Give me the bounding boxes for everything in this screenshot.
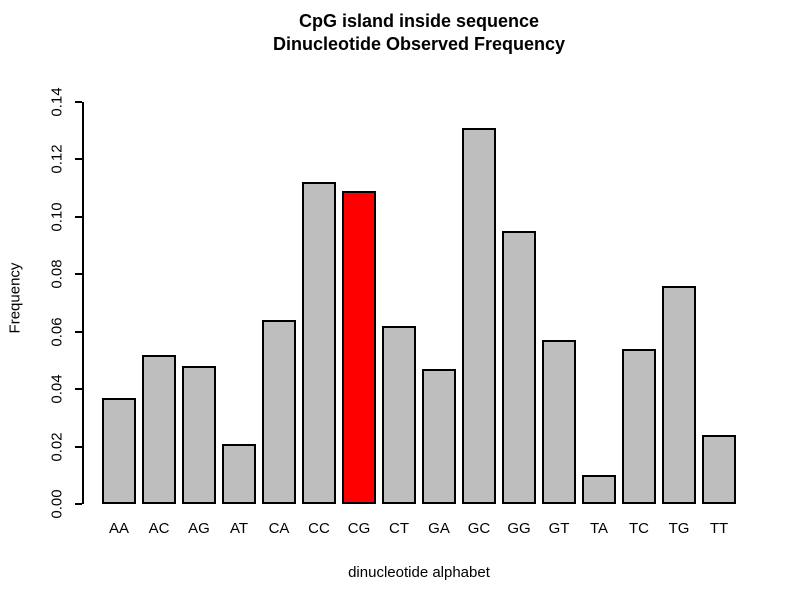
x-tick-label-CG: CG [347, 520, 371, 537]
y-tick-mark-0.04 [75, 388, 82, 391]
bar-CA [262, 320, 296, 504]
chart-title-line2: Dinucleotide Observed Frequency [272, 34, 566, 54]
plot-area: 0.00 0.02 0.04 0.06 0.08 0.10 0.12 0.14 AA AC AG A… [49, 87, 754, 537]
bar-GC [462, 127, 496, 504]
y-tick-mark-0.06 [75, 330, 82, 333]
x-tick-label-TT: TT [709, 520, 729, 537]
x-tick-label-AA: AA [108, 520, 129, 537]
y-axis-line [82, 102, 84, 504]
y-tick-label-0.02: 0.02 [48, 431, 66, 462]
y-tick-mark-0.02 [75, 445, 82, 448]
bar-AT [222, 443, 256, 504]
bar-CG [342, 191, 376, 504]
bar-GA [422, 369, 456, 504]
y-tick-label-0.12: 0.12 [48, 144, 66, 175]
bar-TC [622, 348, 656, 504]
x-axis-title: dinucleotide alphabet [348, 564, 490, 581]
bar-TG [662, 285, 696, 504]
x-tick-label-TC: TC [629, 520, 649, 537]
x-tick-label-GT: GT [548, 520, 570, 537]
x-tick-label-GA: GA [428, 520, 450, 537]
y-axis-title: Frequency [6, 262, 24, 334]
x-tick-label-TA: TA [589, 520, 609, 537]
bar-CT [382, 325, 416, 504]
x-tick-label-GC: GC [467, 520, 491, 537]
x-tick-label-AT: AT [229, 520, 249, 537]
y-tick-mark-0.10 [75, 215, 82, 218]
x-tick-label-GG: GG [507, 520, 531, 537]
x-tick-label-AC: AC [148, 520, 170, 537]
x-tick-label-CT: CT [389, 520, 409, 537]
chart-title: CpG island inside sequence Dinucleotide … [84, 10, 754, 56]
y-tick-label-0.10: 0.10 [48, 202, 66, 232]
y-tick-label-0.06: 0.06 [48, 317, 66, 347]
y-tick-mark-0.14 [75, 101, 82, 103]
x-tick-label-CA: CA [268, 520, 290, 537]
bar-AA [102, 397, 136, 504]
y-tick-mark-0.00 [75, 503, 82, 505]
y-tick-label-0.14: 0.14 [48, 87, 66, 117]
bar-GG [502, 231, 536, 504]
chart-title-line1: CpG island inside sequence [298, 11, 540, 31]
x-tick-label-AG: AG [188, 520, 210, 537]
bar-AC [142, 354, 176, 504]
x-tick-label-TG: TG [668, 520, 690, 537]
y-tick-label-0.04: 0.04 [48, 374, 66, 404]
bar-CC [302, 182, 336, 504]
bar-AG [182, 366, 216, 504]
bar-TA [582, 475, 616, 504]
y-tick-label-0.00: 0.00 [48, 489, 66, 519]
bar-TT [702, 435, 736, 504]
x-tick-label-CC: CC [308, 520, 330, 537]
bar-GT [542, 340, 576, 504]
y-tick-label-0.08: 0.08 [48, 259, 66, 289]
y-tick-mark-0.08 [75, 273, 82, 276]
y-tick-mark-0.12 [75, 158, 82, 161]
